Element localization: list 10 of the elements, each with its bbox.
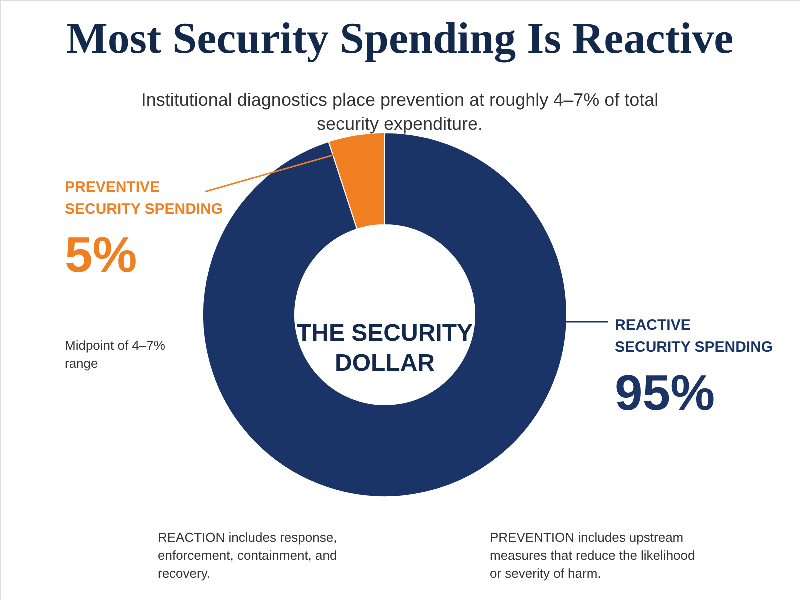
slice-label: PREVENTIVE SECURITY SPENDING [65, 179, 224, 218]
chart-title: Most Security Spending Is Reactive [66, 14, 734, 63]
text: THE SECURITY DOLLAR [296, 320, 474, 377]
chart-subtitle: Institutional diagnostics place prevention at roughly 4–7% of total security expenditure. [141, 90, 659, 134]
slice-label: REACTIVE SECURITY SPENDING [615, 317, 774, 356]
text: Midpoint of 4–7% range [65, 338, 166, 371]
data-label: 5% [65, 227, 138, 283]
data-label: 95% [615, 365, 716, 421]
text: REACTION includes response, enforcement, containment, and recovery. [158, 530, 338, 581]
text: PREVENTION includes upstream measures that reduce the likelihood or severity of harm. [490, 530, 696, 581]
